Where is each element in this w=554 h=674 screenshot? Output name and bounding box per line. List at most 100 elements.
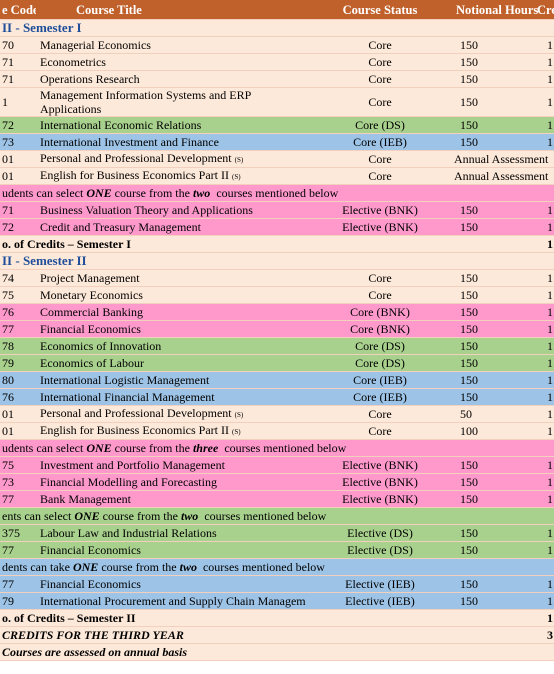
notional-hours: 150 (454, 303, 534, 321)
notional-hours: 150 (454, 388, 534, 406)
notional-hours: 150 (454, 286, 534, 304)
course-code: 73 (0, 133, 36, 151)
course-code: 76 (0, 388, 36, 406)
notional-hours: 150 (454, 592, 534, 610)
credits: 1 (534, 133, 554, 151)
credits: 1 (534, 354, 554, 372)
row: 77 Bank Management Elective (BNK) 150 1 (0, 490, 554, 508)
course-code: 79 (0, 354, 36, 372)
credits: 1 (534, 201, 554, 219)
credits: 1 (534, 524, 554, 542)
course-title-text: English for Business Economics Part II (40, 168, 229, 182)
course-code: 72 (0, 218, 36, 236)
course-title-text: Managerial Economics (40, 38, 151, 52)
course-title: Project Management (36, 269, 306, 287)
row: CREDITS FOR THE THIRD YEAR 3 (0, 626, 554, 644)
course-status: Elective (IEB) (306, 592, 454, 610)
credits: 1 (534, 592, 554, 610)
row: o. of Credits – Semester II 1 (0, 609, 554, 627)
note-text: courses mentioned below (196, 560, 325, 574)
credits: 1 (534, 218, 554, 236)
course-title-text: Financial Economics (40, 577, 141, 591)
header-row: e Code Course Title Course Status Notion… (0, 0, 554, 20)
note-text: courses mentioned below (210, 186, 339, 200)
course-status: Elective (BNK) (306, 456, 454, 474)
notional-hours: 150 (454, 473, 534, 491)
course-title-text: Personal and Professional Development (40, 151, 232, 165)
note-text: course from the (111, 441, 193, 455)
course-code: 77 (0, 575, 36, 593)
course-code: 375 (0, 524, 36, 542)
row: udents can select ONE course from the tw… (0, 184, 554, 202)
note-text: course from the (111, 186, 193, 200)
row: 75 Monetary Economics Core 150 1 (0, 286, 554, 304)
course-title-text: English for Business Economics Part II (40, 423, 229, 437)
row: 77 Financial Economics Elective (IEB) 150 1 (0, 575, 554, 593)
course-title-text: Business Valuation Theory and Applicatio… (40, 203, 253, 217)
note: udents can select ONE course from the th… (0, 439, 554, 457)
credits: 1 (534, 36, 554, 54)
course-status: Elective (BNK) (306, 201, 454, 219)
row: 75 Investment and Portfolio Management Ele… (0, 456, 554, 474)
course-status: Elective (DS) (306, 524, 454, 542)
course-title: English for Business Economics Part II (… (36, 422, 306, 440)
notional-hours: 150 (454, 201, 534, 219)
credits: 1 (534, 337, 554, 355)
course-status: Core (306, 269, 454, 287)
course-status: Core (IEB) (306, 371, 454, 389)
course-title: Econometrics (36, 53, 306, 71)
course-status: Core (306, 167, 454, 185)
note-emphasis: three (192, 441, 219, 455)
course-code: 01 (0, 150, 36, 168)
course-title-text: Project Management (40, 271, 140, 285)
course-title-text: Commercial Banking (40, 305, 143, 319)
header-cell: e Code (0, 0, 36, 20)
course-code: 71 (0, 201, 36, 219)
course-title: Financial Economics (36, 320, 306, 338)
course-status: Core (DS) (306, 337, 454, 355)
course-status: Core (IEB) (306, 388, 454, 406)
course-code: 72 (0, 116, 36, 134)
row: II - Semester II (0, 252, 554, 270)
row: 72 Credit and Treasury Management Elective… (0, 218, 554, 236)
credits: 1 (534, 53, 554, 71)
row: 70 Managerial Economics Core 150 1 (0, 36, 554, 54)
course-title: Labour Law and Industrial Relations (36, 524, 306, 542)
course-title: Operations Research (36, 70, 306, 88)
note-text: courses mentioned below (218, 441, 347, 455)
credits: 1 (534, 388, 554, 406)
course-title: Economics of Innovation (36, 337, 306, 355)
row: 79 Economics of Labour Core (DS) 150 1 (0, 354, 554, 372)
total-label: o. of Credits – Semester II (0, 609, 534, 627)
course-code: 80 (0, 371, 36, 389)
row: II - Semester I (0, 19, 554, 37)
course-title: Financial Modelling and Forecasting (36, 473, 306, 491)
notional-hours: 150 (454, 456, 534, 474)
footnote: Courses are assessed on annual basis (0, 643, 554, 661)
course-title-text: Economics of Innovation (40, 339, 162, 353)
course-title-text: Investment and Portfolio Management (40, 458, 225, 472)
credits: 1 (534, 87, 554, 117)
row: 79 International Procurement and Supply C… (0, 592, 554, 610)
course-title-text: Econometrics (40, 55, 106, 69)
row: 80 International Logistic Management Core … (0, 371, 554, 389)
credits: 1 (534, 490, 554, 508)
course-code: 01 (0, 405, 36, 423)
course-status: Elective (DS) (306, 541, 454, 559)
row: 78 Economics of Innovation Core (DS) 150 1 (0, 337, 554, 355)
row: 71 Business Valuation Theory and Applicat… (0, 201, 554, 219)
course-title-text: International Investment and Finance (40, 135, 219, 149)
course-code: 71 (0, 70, 36, 88)
course-status: Core (306, 87, 454, 117)
notional-hours: 150 (454, 53, 534, 71)
course-title-text: Bank Management (40, 492, 131, 506)
course-title-text: International Economic Relations (40, 118, 202, 132)
total-credit: 1 (534, 609, 554, 627)
course-status: Core (306, 405, 454, 423)
row: 76 Commercial Banking Core (BNK) 150 1 (0, 303, 554, 321)
notional-hours: 150 (454, 337, 534, 355)
credits: 1 (534, 473, 554, 491)
notional-hours: 100 (454, 422, 534, 440)
